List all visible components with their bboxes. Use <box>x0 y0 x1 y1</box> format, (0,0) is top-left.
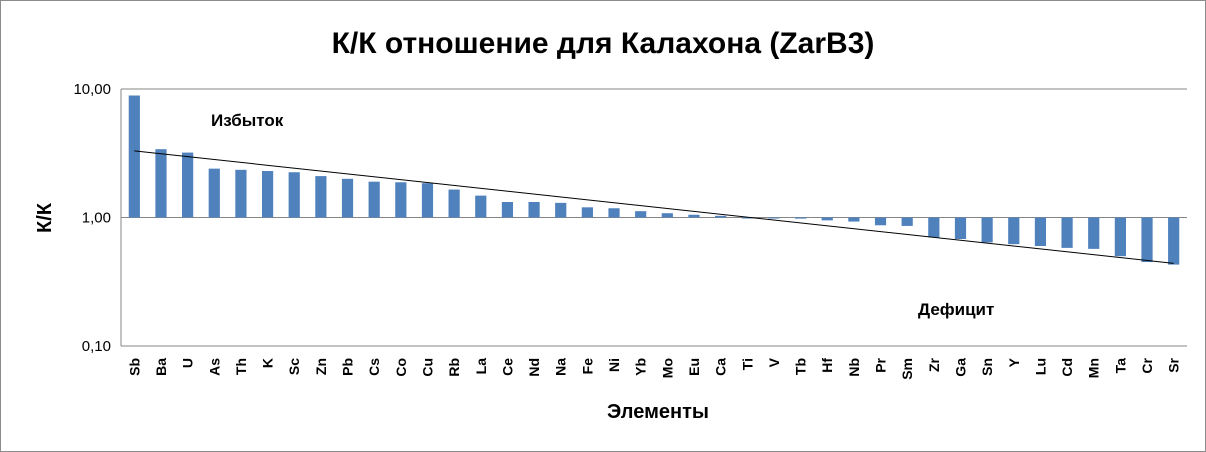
bar-As <box>208 168 220 218</box>
x-tick-label: Lu <box>1032 358 1048 375</box>
x-tick-label: Eu <box>686 358 702 376</box>
x-tick-label: Zn <box>313 358 329 375</box>
bar-Co <box>395 182 407 218</box>
bar-Ba <box>155 149 167 218</box>
x-tick-label: Hf <box>819 358 835 373</box>
x-tick-label: Nb <box>846 358 862 377</box>
bar-Cr <box>1141 217 1153 263</box>
x-tick-label: Co <box>393 358 409 377</box>
bar-Ce <box>501 202 514 218</box>
bar-Pb <box>341 178 354 218</box>
bar-Ti <box>741 217 753 219</box>
bar-Nd <box>528 202 540 218</box>
bar-Cu <box>421 183 434 218</box>
bar-Sb <box>128 95 140 218</box>
x-tick-label: Tb <box>793 358 809 375</box>
trendline <box>134 150 1174 264</box>
x-tick-label: Y <box>1006 357 1022 367</box>
bar-Ca <box>715 215 727 218</box>
x-tick-label: U <box>180 358 196 368</box>
bars <box>128 95 1180 265</box>
x-axis-title: Элементы <box>607 401 709 423</box>
x-tick-label: Ta <box>1112 358 1128 374</box>
x-tick-label: Sr <box>1166 357 1182 372</box>
bar-Th <box>235 169 247 218</box>
bar-U <box>182 152 194 218</box>
x-tick-label: Cu <box>419 358 435 377</box>
x-tick-label: Ga <box>952 358 968 377</box>
x-tick-label: Rb <box>446 358 462 377</box>
bar-Fe <box>581 207 593 218</box>
bar-Cs <box>368 181 380 218</box>
bar-Zr <box>928 217 940 238</box>
x-tick-label: Ba <box>153 358 169 376</box>
x-tick-label: V <box>766 357 782 367</box>
x-tick-label: As <box>206 358 222 376</box>
chart-title: К/К отношение для Калахона (ZarB3) <box>332 27 875 60</box>
trendline-layer <box>134 150 1174 264</box>
x-tick-label: La <box>473 358 489 375</box>
y-tick-label: 0,10 <box>82 338 111 355</box>
annotation-excess: Избыток <box>211 111 284 130</box>
x-tick-label: Yb <box>633 358 649 376</box>
x-tick-label: Ca <box>713 358 729 376</box>
x-tick-label: K <box>260 358 276 368</box>
bar-Sn <box>981 217 993 243</box>
bar-Mo <box>661 213 673 218</box>
bar-Ta <box>1114 217 1126 257</box>
bar-La <box>475 195 487 218</box>
bar-K <box>261 171 274 218</box>
bar-Eu <box>688 214 700 218</box>
y-tick-label: 10,00 <box>73 81 111 98</box>
x-tick-label: Sc <box>286 358 302 375</box>
bar-Mn <box>1088 217 1100 249</box>
x-tick-label: Sm <box>899 358 915 380</box>
x-tick-label: Fe <box>579 358 595 375</box>
bar-Na <box>555 202 567 218</box>
bar-Sr <box>1168 217 1180 265</box>
x-tick-label: Pr <box>873 357 889 372</box>
bar-Cd <box>1061 217 1073 248</box>
x-tick-label: Nd <box>526 358 542 377</box>
x-tick-label: Na <box>553 358 569 376</box>
bar-V <box>768 217 780 219</box>
bar-Pr <box>874 217 887 226</box>
x-tick-label: Cr <box>1139 357 1155 373</box>
bar-Sc <box>288 172 300 218</box>
bar-Ni <box>608 208 620 218</box>
x-tick-label: Mo <box>659 358 675 378</box>
bar-Y <box>1008 217 1020 245</box>
x-axis-categories: Sb Ba U As Th K Sc Zn Pb Cs Co Cu Rb La Ce Nd Na Fe Ni Yb Mo… <box>126 357 1181 379</box>
x-tick-label: Ni <box>606 358 622 372</box>
x-tick-label: Cd <box>1059 358 1075 377</box>
x-tick-label: Zr <box>926 357 942 372</box>
bar-Lu <box>1034 217 1047 247</box>
y-axis-ticks: 10,00 1,00 0,10 <box>73 81 111 355</box>
bar-Yb <box>635 211 647 218</box>
bar-Tb <box>794 217 807 219</box>
bar-Ga <box>954 217 967 240</box>
x-tick-label: Ti <box>739 358 755 370</box>
x-tick-label: Sn <box>979 358 995 376</box>
y-axis-title: К/К <box>34 202 56 233</box>
x-tick-label: Th <box>233 358 249 375</box>
bar-Nb <box>848 217 860 222</box>
bar-Hf <box>821 217 833 221</box>
x-tick-label: Pb <box>340 358 356 376</box>
bar-Rb <box>448 189 460 218</box>
x-tick-label: Cs <box>366 358 382 376</box>
annotation-deficit: Дефицит <box>918 300 994 319</box>
x-tick-label: Mn <box>1086 358 1102 378</box>
x-tick-label: Ce <box>499 358 515 376</box>
x-tick-label: Sb <box>126 358 142 376</box>
bar-Sm <box>901 217 913 226</box>
bar-Zn <box>315 176 327 218</box>
y-tick-label: 1,00 <box>82 210 111 227</box>
